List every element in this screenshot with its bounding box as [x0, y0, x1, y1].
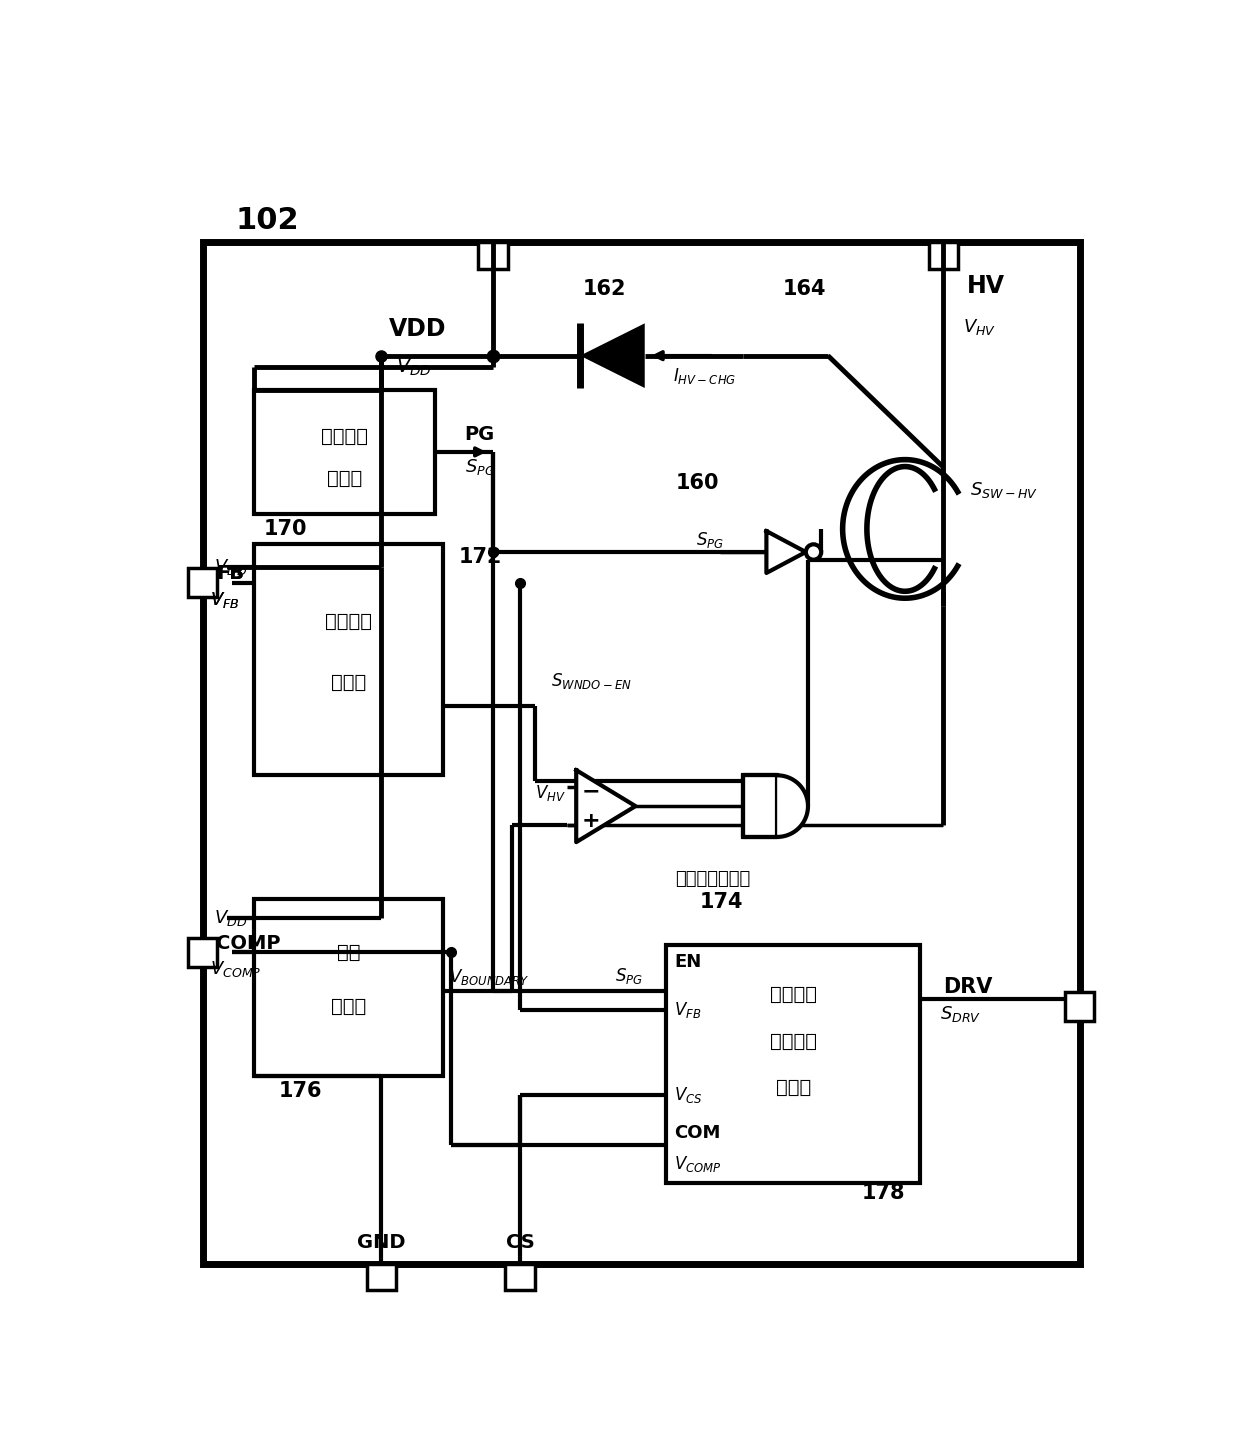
- Text: 164: 164: [784, 278, 827, 298]
- Text: +: +: [582, 811, 600, 831]
- Bar: [479, 243, 507, 269]
- Bar: [666, 945, 920, 1184]
- Text: $V_{FB}$: $V_{FB}$: [211, 590, 239, 610]
- Text: $I_{HV-CHG}$: $I_{HV-CHG}$: [673, 367, 737, 386]
- Text: 162: 162: [583, 278, 626, 298]
- Text: 侦测器: 侦测器: [331, 674, 366, 693]
- Text: EN: EN: [675, 952, 702, 971]
- Bar: [1065, 992, 1095, 1021]
- Text: 178: 178: [862, 1184, 905, 1204]
- Bar: [505, 274, 951, 475]
- Text: 电源风险: 电源风险: [325, 612, 372, 630]
- Text: COM: COM: [675, 1124, 720, 1143]
- Text: $V_{HV}$: $V_{HV}$: [962, 317, 996, 338]
- Text: 调制信号: 调制信号: [770, 1031, 817, 1050]
- Text: $V_{DD}$: $V_{DD}$: [213, 907, 247, 927]
- Bar: [367, 1264, 396, 1290]
- Text: $V_{COMP}$: $V_{COMP}$: [675, 1155, 722, 1174]
- Text: VDD: VDD: [389, 317, 446, 341]
- Polygon shape: [777, 775, 808, 837]
- Text: $V_{CS}$: $V_{CS}$: [675, 1085, 703, 1105]
- Text: $S_{PG}$: $S_{PG}$: [615, 965, 644, 986]
- Text: 调整器: 调整器: [331, 997, 366, 1016]
- Text: $V_{FB}$: $V_{FB}$: [211, 590, 239, 610]
- Bar: [188, 568, 217, 597]
- Text: HV: HV: [967, 274, 1004, 298]
- Circle shape: [806, 545, 821, 559]
- Bar: [506, 1264, 534, 1290]
- Text: $S_{SW-HV}$: $S_{SW-HV}$: [971, 480, 1039, 501]
- Text: $S_{DRV}$: $S_{DRV}$: [940, 1005, 981, 1024]
- Text: $V_{FB}$: $V_{FB}$: [675, 1000, 702, 1021]
- Text: FB: FB: [216, 563, 244, 582]
- Text: $V_{COMP}$: $V_{COMP}$: [211, 960, 262, 980]
- Polygon shape: [577, 770, 635, 842]
- Bar: [929, 243, 959, 269]
- Polygon shape: [766, 531, 806, 574]
- Text: CS: CS: [506, 1233, 534, 1252]
- Text: 160: 160: [676, 473, 719, 492]
- Text: 102: 102: [236, 207, 299, 236]
- Bar: [497, 667, 975, 891]
- Text: 侦测器: 侦测器: [327, 469, 362, 488]
- Text: 电源备妥: 电源备妥: [321, 427, 368, 446]
- Text: 170: 170: [263, 518, 306, 539]
- Bar: [254, 545, 443, 775]
- Polygon shape: [580, 323, 645, 387]
- Text: COMP: COMP: [216, 933, 280, 952]
- Text: $S_{PG}$: $S_{PG}$: [696, 530, 724, 550]
- Text: 172: 172: [459, 546, 502, 566]
- Text: DRV: DRV: [944, 977, 993, 997]
- Text: 时窗: 时窗: [337, 943, 361, 962]
- Text: $S_{PG}$: $S_{PG}$: [465, 457, 495, 478]
- Text: 176: 176: [279, 1080, 322, 1101]
- Text: $V_{DD}$: $V_{DD}$: [213, 558, 247, 578]
- Text: −: −: [582, 782, 600, 801]
- Bar: [188, 938, 217, 967]
- Text: 174: 174: [699, 891, 743, 911]
- Text: FB: FB: [216, 563, 244, 582]
- Text: GND: GND: [357, 1233, 405, 1252]
- Text: 高压充电控制器: 高压充电控制器: [675, 871, 750, 888]
- Text: 脉冲宽度: 脉冲宽度: [770, 986, 817, 1005]
- Bar: [743, 775, 777, 837]
- Text: $V_{BOUNDARY}$: $V_{BOUNDARY}$: [449, 967, 529, 987]
- Bar: [254, 390, 435, 514]
- Text: $S_{WNDO-EN}$: $S_{WNDO-EN}$: [551, 671, 631, 690]
- Text: 产生器: 产生器: [776, 1077, 811, 1096]
- Text: $V_{HV}$: $V_{HV}$: [534, 782, 565, 802]
- Text: PG: PG: [465, 425, 495, 444]
- Text: $V_{DD}$: $V_{DD}$: [396, 357, 432, 379]
- Bar: [254, 898, 443, 1076]
